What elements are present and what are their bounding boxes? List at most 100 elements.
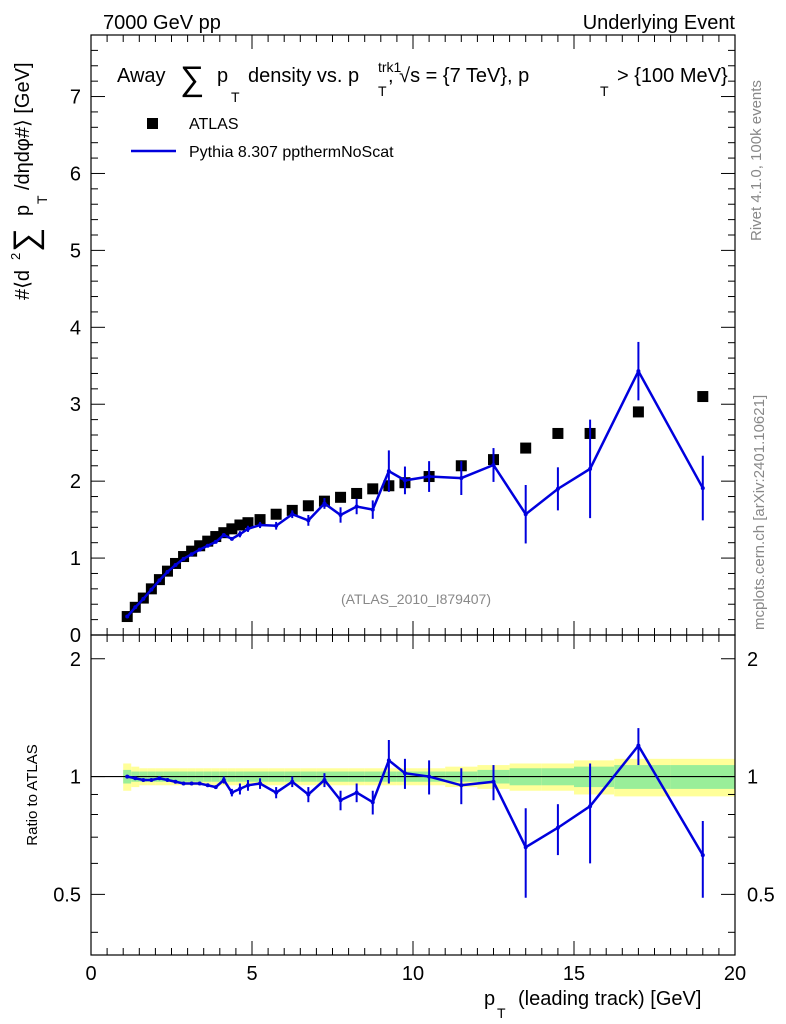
ratio-point [402,771,407,776]
ratio-point [354,790,359,795]
y-tick-label: 2 [70,471,81,493]
plot-title: Away ∑ p T density vs. p trk1 T , √s = {… [117,59,728,105]
ylabel-part-e: T [34,195,50,204]
atlas-marker [226,523,238,535]
legend-atlas-label: ATLAS [189,116,239,133]
y-tick-label: 7 [70,87,81,109]
atlas-marker [178,551,190,563]
ratio-point [157,776,162,781]
pythia-point [221,533,226,537]
ylabel-part-a: #⟨d [12,270,34,300]
pythia-point [290,512,295,517]
ratio-tick-label-left: 0.5 [53,884,81,906]
ratio-point [133,776,138,781]
ratio-point [237,786,242,791]
pythia-point [229,536,234,541]
title-t-sub3: T [600,83,609,99]
pythia-line [126,368,704,618]
rivet-label: Rivet 4.1.0, 100k events [748,80,765,241]
ylabel-part-d: p [12,205,34,216]
analysis-label: (ATLAS_2010_I879407) [341,591,491,607]
title-away: Away [117,65,166,87]
ratio-tick-label-left: 1 [70,767,81,789]
x-tick-label: 5 [246,963,257,985]
pythia-point [205,543,210,548]
ratio-point [274,790,279,795]
atlas-marker [202,535,214,547]
pythia-point [189,552,194,557]
ratio-point [322,777,327,782]
atlas-marker [520,442,532,454]
pythia-point [133,605,138,610]
y-tick-label: 1 [70,548,81,570]
ratio-point [459,783,464,788]
title-gt: > {100 MeV} [617,65,728,87]
ratio-point [427,774,432,779]
title-density: density vs. p [248,65,359,87]
pythia-point [149,587,154,592]
ratio-point [165,777,170,782]
atlas-marker [218,527,230,539]
mcplots-label: mcplots.cern.ch [arXiv:2401.10621] [751,395,768,630]
legend: ATLAS Pythia 8.307 ppthermNoScat [131,116,394,161]
ratio-y-axis-label: Ratio to ATLAS [24,744,41,845]
ratio-tick-label-right: 1 [747,767,758,789]
pythia-point [636,369,641,374]
atlas-marker [351,487,363,499]
ratio-point [205,783,210,788]
pythia-point [700,486,705,491]
x-tick-label: 20 [724,963,746,985]
title-t-sub2: T [378,83,387,99]
atlas-marker [367,483,379,495]
atlas-marker [270,508,282,520]
ratio-point [221,777,226,782]
pythia-point [354,504,359,509]
ratio-line [126,743,704,856]
header-right: Underlying Event [583,12,736,34]
title-t-sub: T [231,89,240,105]
xlabel-t: T [497,1005,506,1021]
atlas-marker [632,406,644,418]
title-p: p [217,65,228,87]
ratio-point [149,777,154,782]
pythia-point [157,578,162,583]
pythia-point [322,501,327,506]
atlas-marker [254,514,266,526]
x-tick-label: 15 [563,963,585,985]
legend-pythia-label: Pythia 8.307 ppthermNoScat [189,144,394,161]
pythia-point [386,469,391,474]
pythia-point [338,513,343,517]
ylabel-part-b: 2 [8,253,23,260]
axis-ticks [90,35,736,955]
ratio-point [181,781,186,786]
atlas-marker [194,540,206,552]
ratio-point [386,758,391,763]
pythia-point [588,466,593,471]
ratio-point [338,798,343,803]
ratio-point [588,804,593,809]
pythia-point [165,569,170,574]
ratio-point [245,783,250,788]
pythia-point [125,614,130,619]
data-layer [121,341,709,898]
atlas-marker [302,500,314,512]
atlas-marker [186,545,198,557]
atlas-marker [552,427,564,439]
pythia-point [274,523,279,528]
pythia-point [258,523,263,527]
ratio-point [523,845,528,850]
title-sqrt: , √s = {7 TeV}, p [388,65,529,87]
atlas-marker [242,517,254,529]
title-trk1: trk1 [378,59,402,75]
ylabel-part-f: /dηdφ#⟩ [GeV] [12,62,34,190]
main-panel-frame [90,34,736,636]
ratio-point [306,792,311,797]
y-tick-label: 0 [70,625,81,647]
pythia-point [181,556,186,561]
x-tick-label: 10 [402,963,424,985]
ratio-tick-label-left: 2 [70,649,81,671]
ratio-point [229,790,234,795]
y-tick-label: 6 [70,163,81,185]
pythia-point [245,526,250,531]
legend-atlas-marker [147,118,158,129]
